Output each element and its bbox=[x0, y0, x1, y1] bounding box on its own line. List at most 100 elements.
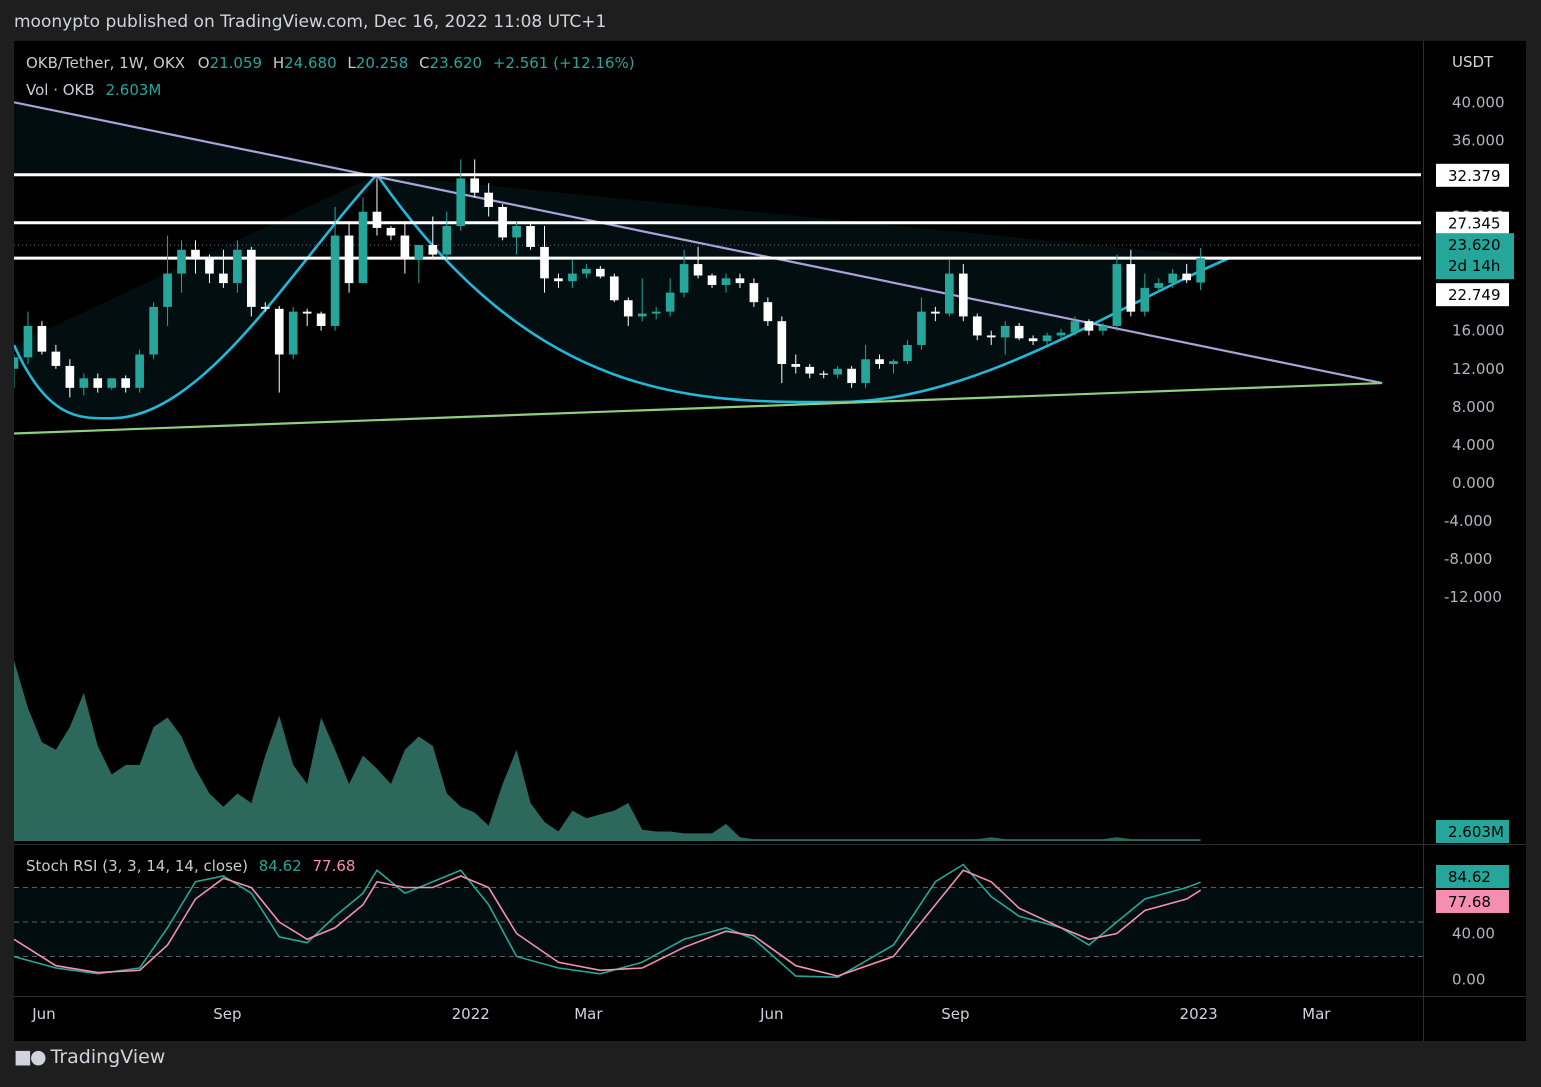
level-badge-27345-bg bbox=[1436, 211, 1509, 235]
candle bbox=[79, 373, 89, 396]
candle-body bbox=[512, 226, 521, 238]
stoch-legend-d: 77.68 bbox=[312, 857, 356, 875]
candle-body bbox=[1098, 325, 1108, 331]
time-axis-label: Jun bbox=[759, 1005, 783, 1023]
candle-body bbox=[554, 278, 563, 282]
candle-body bbox=[861, 359, 870, 384]
volume-legend-value: 2.603M bbox=[105, 81, 162, 99]
candle bbox=[274, 305, 284, 393]
candle bbox=[400, 221, 410, 274]
candle-body bbox=[205, 259, 214, 274]
chart-frame[interactable]: USDT40.00036.00032.00028.00024.00020.000… bbox=[14, 41, 1526, 1041]
countdown-text: 2d 14h bbox=[1448, 257, 1500, 275]
candle-body bbox=[107, 378, 117, 388]
downtrend-line bbox=[14, 101, 1383, 385]
candle bbox=[777, 316, 787, 384]
candle bbox=[1042, 332, 1052, 345]
candle bbox=[246, 246, 256, 317]
candle-body bbox=[526, 226, 535, 247]
price-tick-label: -12.000 bbox=[1444, 588, 1502, 606]
candle-body bbox=[93, 378, 103, 388]
candle-body bbox=[889, 361, 898, 365]
candle bbox=[1014, 323, 1024, 341]
candle bbox=[191, 240, 200, 274]
tradingview-logo-icon: ■● bbox=[14, 1046, 47, 1068]
candle bbox=[1070, 316, 1080, 336]
candle bbox=[37, 321, 47, 355]
candle-body bbox=[763, 302, 773, 322]
candle-body bbox=[233, 249, 242, 284]
candle-body bbox=[1196, 258, 1205, 283]
candle-body bbox=[14, 357, 19, 369]
candle-body bbox=[330, 235, 340, 326]
candle-body bbox=[344, 235, 354, 284]
tradingview-brand: ■● TradingView bbox=[14, 1046, 165, 1068]
candle bbox=[51, 344, 61, 369]
candle-body bbox=[903, 344, 912, 362]
legend-close-label: C bbox=[419, 54, 430, 72]
legend-change: +2.561 (+12.16%) bbox=[492, 54, 635, 72]
candle bbox=[1028, 335, 1038, 345]
candle-body bbox=[456, 178, 466, 227]
candle bbox=[596, 265, 605, 279]
candle bbox=[791, 354, 801, 374]
chart-canvas[interactable]: USDT40.00036.00032.00028.00024.00020.000… bbox=[14, 41, 1526, 1041]
candle bbox=[540, 226, 549, 293]
legend-symbol: OKB/Tether, 1W, OKX bbox=[26, 54, 185, 72]
last-price-text: 23.620 bbox=[1448, 236, 1501, 254]
candle bbox=[442, 211, 452, 260]
candle-body bbox=[288, 311, 298, 355]
candle-body bbox=[1168, 273, 1178, 284]
level-badge-32379: 32.379 bbox=[1436, 163, 1509, 187]
candle bbox=[665, 278, 675, 317]
candle-body bbox=[651, 311, 661, 314]
stoch-legend-label: Stoch RSI (3, 3, 14, 14, close) bbox=[26, 857, 248, 875]
candle-body bbox=[274, 308, 284, 355]
candle-body bbox=[931, 311, 940, 314]
candle bbox=[749, 278, 759, 307]
candle bbox=[302, 308, 312, 326]
candle-body bbox=[23, 325, 33, 358]
candle-body bbox=[1154, 283, 1164, 288]
stoch-tick-label: 0.00 bbox=[1452, 971, 1485, 989]
candle-body bbox=[1042, 335, 1052, 342]
candle bbox=[330, 206, 340, 331]
price-tick-label: 4.000 bbox=[1452, 436, 1495, 454]
candle bbox=[609, 273, 619, 303]
candle bbox=[456, 159, 466, 231]
candle bbox=[958, 264, 968, 322]
candle-body bbox=[163, 273, 172, 307]
level-badge-22749: 22.749 bbox=[1436, 283, 1509, 307]
candle-body bbox=[665, 292, 675, 312]
candle-body bbox=[484, 192, 493, 207]
cup-fill-1 bbox=[14, 174, 377, 419]
legend-high: 24.680 bbox=[284, 54, 337, 72]
candle-body bbox=[735, 278, 745, 284]
price-tick-label: -8.000 bbox=[1444, 550, 1492, 568]
legend-close: 23.620 bbox=[429, 54, 483, 72]
candle-body bbox=[442, 226, 452, 255]
candle-body bbox=[777, 321, 787, 365]
price-tick-label: 36.000 bbox=[1452, 131, 1505, 149]
candle-body bbox=[1070, 321, 1080, 333]
candle bbox=[135, 349, 144, 393]
candle-body bbox=[875, 359, 884, 365]
candle bbox=[1168, 268, 1178, 288]
candle-body bbox=[791, 364, 801, 367]
candle-body bbox=[372, 211, 382, 228]
uptrend-line bbox=[14, 381, 1383, 435]
price-tick-label: 8.000 bbox=[1452, 398, 1495, 416]
candle bbox=[149, 302, 158, 360]
candle-body bbox=[847, 368, 856, 384]
time-axis-label: Sep bbox=[941, 1005, 969, 1023]
candle bbox=[693, 246, 703, 279]
volume-legend-label: Vol · OKB bbox=[26, 81, 95, 99]
candle bbox=[107, 378, 117, 390]
candle-body bbox=[1182, 273, 1192, 281]
stoch-d-badge-bg bbox=[1436, 890, 1509, 913]
candle-body bbox=[1084, 321, 1094, 331]
candle-body bbox=[582, 268, 591, 274]
level-badge-32379-bg bbox=[1436, 163, 1509, 187]
candle bbox=[23, 311, 33, 365]
candle-body bbox=[1056, 332, 1066, 336]
